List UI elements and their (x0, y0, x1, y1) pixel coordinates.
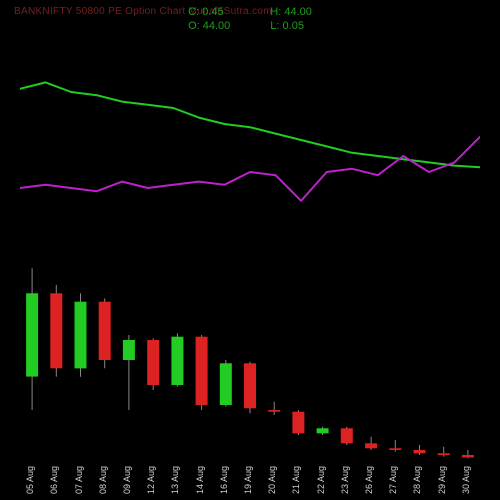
close-value: C: 0.45 (188, 6, 223, 18)
x-axis-label: 22 Aug (316, 466, 326, 494)
x-axis-label: 20 Aug (267, 466, 277, 494)
candle-body (123, 340, 135, 360)
x-axis: 05 Aug 06 Aug 07 Aug 08 Aug 09 Aug 12 Aug 13 A… (20, 464, 480, 494)
x-axis-label: 05 Aug (25, 466, 35, 494)
candle-chart-svg (20, 260, 480, 460)
candle-body (438, 453, 450, 455)
candle-body (26, 293, 38, 376)
candle-body (147, 340, 159, 385)
candle-body (75, 302, 87, 369)
high-value: H: 44.00 (270, 6, 312, 18)
x-axis-label: 28 Aug (412, 466, 422, 494)
candle-body (365, 443, 377, 448)
candle-body (268, 410, 280, 412)
candle-body (220, 363, 232, 405)
candle-body (244, 363, 256, 408)
x-axis-label: 16 Aug (219, 466, 229, 494)
x-axis-label: 29 Aug (437, 466, 447, 494)
candle-body (99, 302, 111, 360)
candle-body (462, 455, 474, 458)
x-axis-label: 19 Aug (243, 466, 253, 494)
x-axis-label: 08 Aug (98, 466, 108, 494)
chart-container: BANKNIFTY 50800 PE Option Chart MunafaSu… (0, 0, 500, 500)
indicator-line-chart (20, 60, 480, 220)
open-value: O: 44.00 (188, 20, 230, 32)
x-axis-label: 07 Aug (74, 466, 84, 494)
line-chart-svg (20, 60, 480, 220)
candle-body (389, 448, 401, 450)
x-axis-label: 30 Aug (461, 466, 471, 494)
candle-body (341, 428, 353, 443)
low-value: L: 0.05 (270, 20, 304, 32)
candle-body (196, 337, 208, 405)
candle-body (414, 450, 426, 453)
x-axis-label: 14 Aug (195, 466, 205, 494)
x-axis-label: 13 Aug (170, 466, 180, 494)
line-series-green (20, 82, 480, 167)
candle-body (317, 428, 329, 433)
ohlc-header: C: 0.45 O: 44.00 H: 44.00 L: 0.05 (0, 6, 500, 32)
ohlc-col-left: C: 0.45 O: 44.00 (188, 6, 230, 32)
price-candlestick-chart (20, 260, 480, 460)
x-axis-label: 26 Aug (364, 466, 374, 494)
candle-body (50, 293, 62, 368)
x-axis-label: 12 Aug (146, 466, 156, 494)
line-series-magenta (20, 137, 480, 201)
x-axis-label: 27 Aug (388, 466, 398, 494)
x-axis-label: 09 Aug (122, 466, 132, 494)
x-axis-label: 06 Aug (49, 466, 59, 494)
ohlc-col-right: H: 44.00 L: 0.05 (270, 6, 312, 32)
x-axis-label: 21 Aug (291, 466, 301, 494)
candle-body (292, 412, 304, 434)
candle-body (171, 337, 183, 385)
x-axis-label: 23 Aug (340, 466, 350, 494)
